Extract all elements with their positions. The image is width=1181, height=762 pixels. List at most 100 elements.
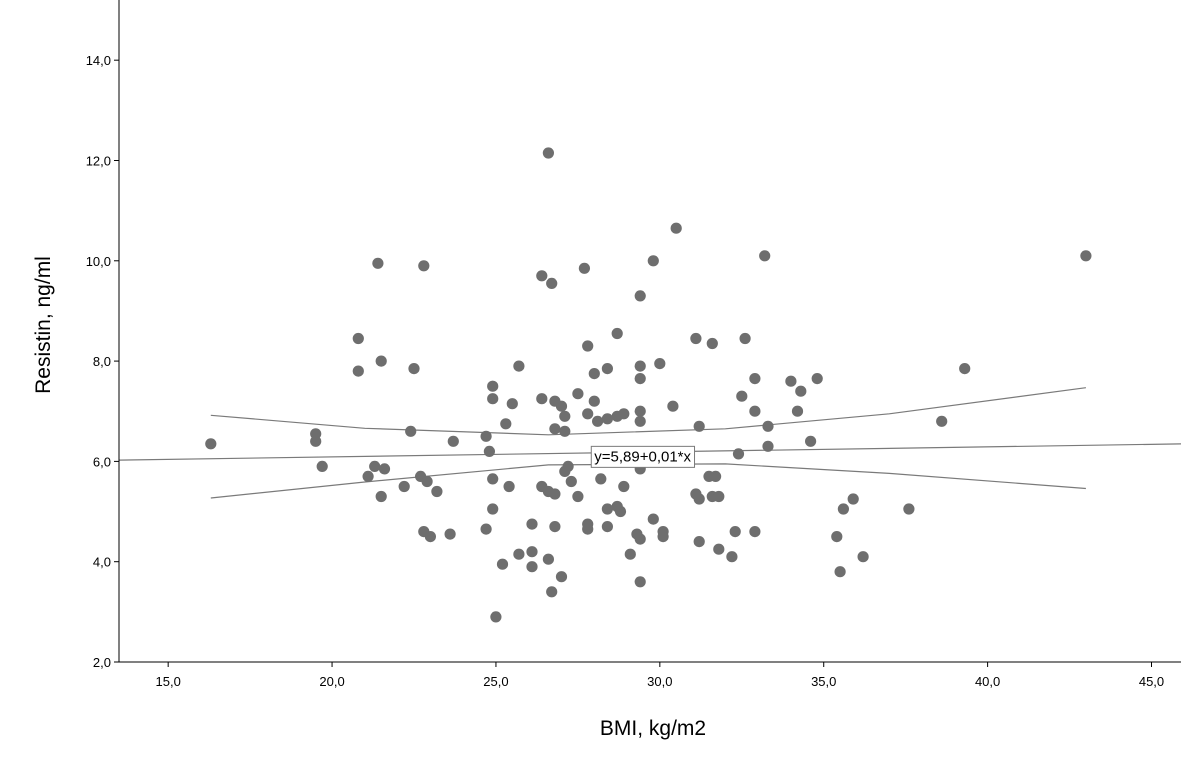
data-point: [903, 503, 915, 515]
data-point: [572, 388, 584, 400]
data-point: [713, 490, 725, 503]
data-point: [526, 518, 538, 530]
data-point: [749, 526, 761, 538]
data-point: [811, 373, 823, 385]
data-point: [542, 553, 555, 565]
fit-equation-label: y=5,89+0,01*x: [594, 448, 691, 465]
data-point: [487, 393, 499, 405]
data-point: [559, 410, 571, 422]
data-point: [611, 327, 623, 340]
x-tick-label: 45,0: [1139, 674, 1164, 689]
data-point: [726, 551, 738, 563]
data-point: [480, 430, 492, 442]
data-point: [582, 523, 594, 535]
data-point: [759, 250, 771, 262]
data-point: [418, 260, 430, 272]
data-point: [601, 413, 614, 425]
data-point: [405, 425, 417, 437]
data-point: [791, 405, 804, 417]
data-point: [749, 405, 761, 417]
data-point: [634, 360, 646, 372]
data-point: [739, 332, 751, 345]
y-tick-label: 8,0: [93, 354, 111, 369]
data-point: [618, 480, 630, 493]
data-point: [732, 448, 745, 460]
data-point: [749, 373, 761, 385]
data-point: [834, 566, 846, 578]
data-point: [959, 363, 971, 375]
data-point: [536, 270, 548, 282]
data-point: [618, 408, 630, 420]
data-point: [736, 390, 748, 402]
data-point: [372, 257, 384, 269]
data-point: [513, 360, 525, 372]
data-point: [352, 365, 364, 377]
data-point: [805, 435, 817, 447]
data-point: [647, 513, 659, 525]
data-point: [601, 363, 614, 375]
y-tick-label: 4,0: [93, 555, 111, 570]
data-point: [582, 408, 594, 420]
data-point: [857, 551, 869, 563]
x-tick-label: 15,0: [156, 674, 181, 689]
data-point: [490, 611, 502, 623]
fit-equation-frame: [590, 445, 696, 468]
data-point: [542, 147, 555, 159]
x-tick-label: 25,0: [483, 674, 508, 689]
y-axis-title: Resistin, ng/ml: [32, 256, 55, 394]
data-point: [316, 460, 328, 472]
data-point: [785, 375, 797, 387]
data-point: [431, 485, 443, 498]
data-point: [375, 490, 387, 503]
x-tick-label: 35,0: [811, 674, 836, 689]
data-points-layer: [205, 147, 1092, 623]
y-tick-label: 12,0: [86, 153, 111, 168]
data-point: [713, 543, 725, 555]
data-point: [408, 363, 420, 375]
data-point: [654, 358, 666, 370]
fit-equation-box: y=5,89+0,01*x: [590, 445, 696, 468]
axes-layer: [118, 0, 1181, 663]
data-point: [549, 423, 561, 435]
data-point: [487, 503, 499, 515]
data-point: [565, 475, 577, 488]
data-point: [480, 523, 492, 535]
data-point: [670, 222, 682, 234]
data-point: [375, 355, 387, 367]
data-point: [555, 400, 568, 412]
data-point: [549, 488, 561, 500]
x-axis-title: BMI, kg/m2: [600, 717, 706, 740]
data-point: [762, 420, 774, 432]
data-point: [795, 385, 807, 397]
data-point: [831, 531, 843, 543]
y-tick-label: 10,0: [86, 254, 111, 269]
y-tick-label: 6,0: [93, 454, 111, 469]
data-point: [634, 533, 646, 545]
data-point: [1080, 250, 1092, 262]
data-point: [693, 493, 705, 505]
data-point: [536, 393, 548, 405]
data-point: [847, 493, 859, 505]
data-point: [634, 576, 646, 588]
data-point: [424, 531, 436, 543]
x-tick-label: 20,0: [319, 674, 344, 689]
data-point: [657, 531, 669, 543]
data-point: [487, 473, 499, 485]
data-point: [352, 332, 364, 345]
data-point: [729, 526, 741, 538]
data-point: [710, 470, 722, 482]
y-tick-label: 14,0: [86, 53, 111, 68]
data-point: [837, 503, 850, 515]
data-point: [693, 420, 705, 432]
data-point: [487, 380, 499, 392]
data-point: [559, 425, 571, 437]
data-point: [572, 490, 584, 503]
data-point: [588, 368, 600, 380]
data-point: [582, 340, 594, 352]
data-point: [634, 415, 646, 427]
fit-lines-layer: [118, 387, 1181, 499]
data-point: [706, 337, 718, 350]
data-point: [513, 548, 525, 560]
data-point: [601, 521, 614, 533]
